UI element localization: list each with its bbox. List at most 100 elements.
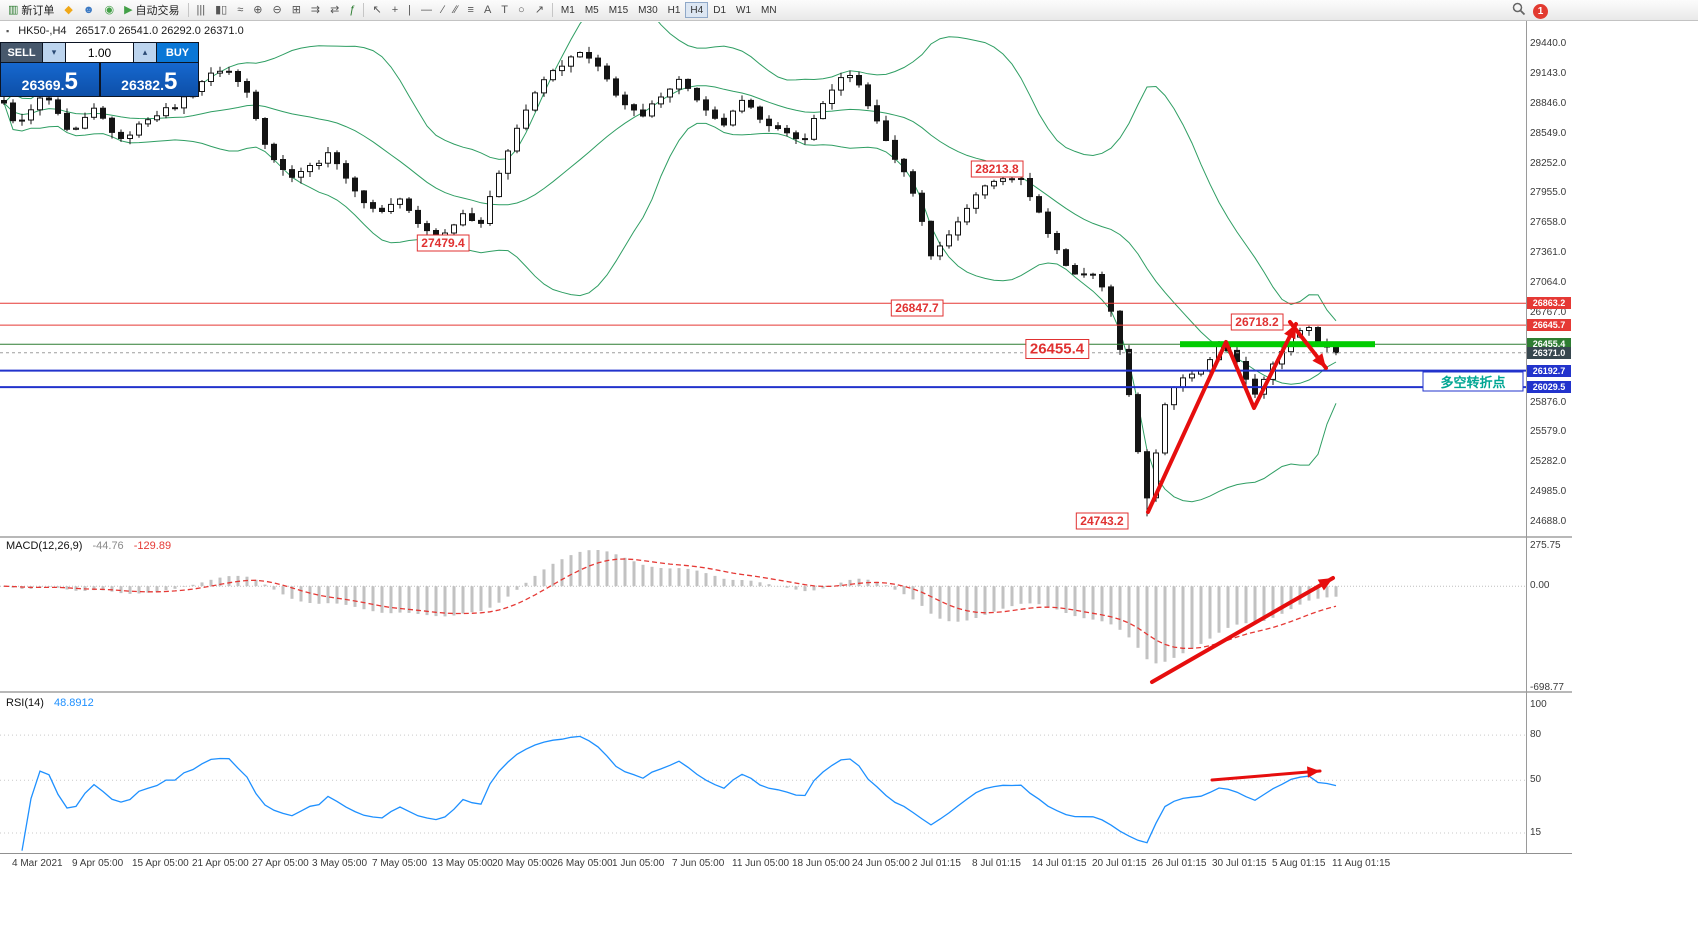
price-axis-label: 29440.0	[1530, 38, 1567, 49]
macd-panel[interactable]	[0, 538, 1526, 691]
timeframe-m15[interactable]: M15	[608, 4, 629, 16]
time-axis-label: 7 Jun 05:00	[672, 858, 725, 869]
candlestick-chart-icon[interactable]: ▮▯	[210, 1, 232, 19]
volume-increase-button[interactable]: ▴	[134, 43, 156, 62]
price-axis-label: 27361.0	[1530, 247, 1567, 259]
shapes-icon: ○	[518, 3, 525, 16]
timeframe-d1[interactable]: D1	[713, 4, 727, 16]
sell-price[interactable]: 26369. 5	[1, 63, 99, 96]
macd-axis-label: 0.00	[1530, 580, 1550, 592]
time-axis-label: 26 May 05:00	[552, 858, 613, 869]
macd-axis-label: 275.75	[1530, 540, 1561, 551]
candle-body	[163, 107, 169, 117]
zoom-in-icon[interactable]: ⊕	[248, 1, 267, 19]
candle-body	[37, 97, 43, 111]
search-icon[interactable]	[1512, 2, 1526, 21]
candle-body	[946, 234, 952, 247]
macd-name: MACD(12,26,9)	[6, 540, 83, 552]
cursor-icon[interactable]: ↖	[367, 1, 386, 19]
price-axis-label: 24688.0	[1530, 516, 1567, 527]
crosshair-icon: +	[391, 3, 399, 16]
main-chart[interactable]: 多空转折点 28213.8 27479.4 26847.7 26718.2 26455.4…	[0, 21, 1526, 536]
candle-body	[964, 207, 970, 223]
rsi-panel[interactable]	[0, 694, 1526, 853]
vertical-line-icon[interactable]: |	[403, 1, 416, 19]
news-icon[interactable]: ◉	[99, 1, 119, 19]
chart-shift-icon[interactable]: ⇄	[325, 1, 344, 19]
price-axis-label: 25579.0	[1530, 426, 1567, 438]
price-tag: 26645.7	[1527, 319, 1571, 332]
bar-chart-icon[interactable]: |||	[192, 1, 211, 19]
notification-badge[interactable]: 1	[1533, 4, 1548, 19]
candle-body	[748, 99, 754, 108]
text-icon[interactable]: A	[479, 1, 496, 19]
new-order-button[interactable]: ▥ 新订单	[3, 1, 59, 19]
macd-value: -44.76	[92, 540, 124, 552]
horizontal-line-icon[interactable]: —	[416, 1, 437, 19]
volume-decrease-button[interactable]: ▾	[43, 43, 65, 62]
fibonacci-icon[interactable]: ≡	[463, 1, 479, 19]
timeframe-m30[interactable]: M30	[638, 4, 658, 16]
timeframe-m5[interactable]: M5	[584, 4, 599, 16]
trendline-icon[interactable]: ∕	[437, 1, 449, 19]
price-label-text: 26847.7	[895, 301, 939, 315]
candle-body	[1108, 286, 1114, 312]
support-highlight-segment[interactable]	[1180, 341, 1375, 348]
label-icon[interactable]: T	[496, 1, 513, 19]
sell-button[interactable]: SELL	[1, 43, 42, 62]
buy-button[interactable]: BUY	[157, 43, 198, 62]
candle-body	[46, 97, 52, 101]
candle-body	[352, 177, 358, 192]
candle-body	[622, 94, 628, 106]
line-chart-icon[interactable]: ≈	[232, 1, 248, 19]
crosshair-icon[interactable]: +	[387, 1, 403, 19]
candle-body	[523, 109, 529, 129]
metaeditor-icon[interactable]: ◆	[59, 1, 77, 19]
timeframe-m1[interactable]: M1	[560, 4, 575, 16]
auto-scroll-icon[interactable]: ⇉	[306, 1, 325, 19]
timeframe-w1[interactable]: W1	[736, 4, 752, 16]
candle-body	[280, 159, 286, 170]
candle-body	[253, 91, 259, 119]
price-tag: 26371.0	[1527, 346, 1571, 359]
time-axis-border	[0, 853, 1572, 854]
candle-body	[370, 202, 376, 209]
timeframe-h1[interactable]: H1	[667, 4, 681, 16]
volume-input[interactable]	[66, 43, 133, 62]
rsi-splitter[interactable]	[0, 691, 1572, 693]
timeframe-mn[interactable]: MN	[761, 4, 777, 16]
tile-windows-icon[interactable]: ⊞	[287, 1, 306, 19]
price-axis-label: 24985.0	[1530, 486, 1567, 498]
arrow-tool-icon[interactable]: ↗	[530, 1, 549, 19]
timeframe-h4[interactable]: H4	[685, 2, 709, 18]
candle-body	[658, 96, 664, 105]
channel-icon[interactable]: ∕∕	[449, 1, 463, 19]
new-order-button-label: 新订单	[21, 5, 55, 17]
channel-icon: ∕∕	[453, 3, 458, 16]
shapes-icon[interactable]: ○	[513, 1, 530, 19]
candle-body	[640, 109, 646, 117]
rsi-axis-label: 80	[1530, 729, 1542, 741]
note-label-box[interactable]	[1422, 371, 1524, 392]
candle-body	[424, 223, 430, 232]
macd-splitter[interactable]	[0, 536, 1572, 538]
autotrade-button[interactable]: ▶ 自动交易	[119, 1, 184, 19]
time-axis-label: 21 Apr 05:00	[192, 858, 249, 869]
arrowhead	[1312, 353, 1326, 368]
candle-body	[1063, 249, 1069, 266]
cursor-icon: ↖	[372, 3, 382, 16]
indicators-icon[interactable]: ƒ	[344, 1, 360, 19]
toolbar-right: 1	[1512, 2, 1548, 21]
price-label-text: 24743.2	[1080, 514, 1124, 528]
profile-icon[interactable]: ☻	[78, 1, 100, 19]
label-icon: T	[501, 3, 509, 16]
macd-signal-value: -129.89	[133, 540, 172, 552]
metaeditor-icon: ◆	[64, 3, 73, 16]
buy-price-last-digit: 5	[163, 67, 178, 95]
price-tag: 26029.5	[1527, 381, 1571, 394]
chart-title: ▪ HK50-,H4 26517.0 26541.0 26292.0 26371…	[6, 25, 244, 37]
vertical-line-icon: |	[408, 3, 411, 16]
zoom-out-icon[interactable]: ⊖	[267, 1, 286, 19]
buy-price[interactable]: 26382. 5	[100, 63, 198, 96]
one-click-trading-panel: SELL ▾ ▴ BUY 26369.5 26382.5	[0, 42, 199, 97]
